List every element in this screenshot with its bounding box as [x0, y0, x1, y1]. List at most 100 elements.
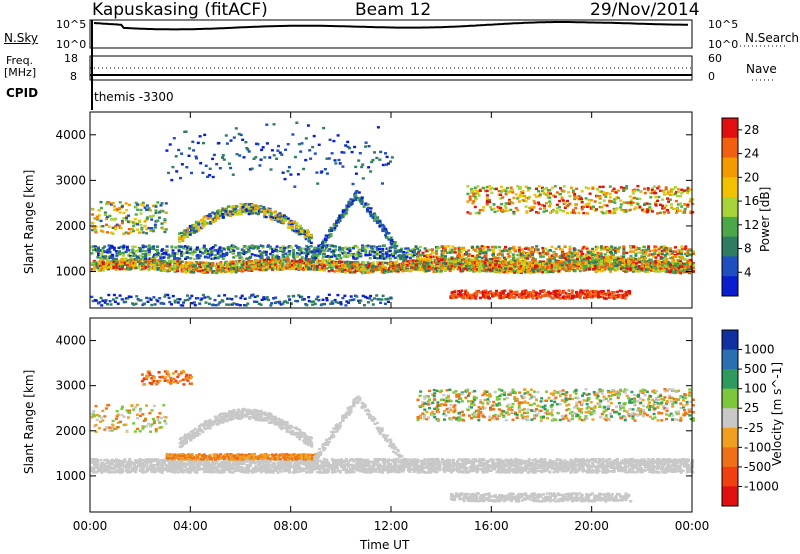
- power-cell-late-band: [425, 267, 429, 270]
- power-cell-early: [151, 214, 155, 217]
- power-cell-upper-band: [364, 245, 368, 249]
- power-cell-late-band: [458, 259, 461, 262]
- power-cell-near-band: [274, 258, 278, 262]
- power-cell-near-band: [93, 261, 97, 264]
- power-cell-late-band: [596, 264, 600, 267]
- power-cell-near-band: [262, 258, 266, 262]
- power-cell-upper-band: [332, 245, 336, 248]
- power-cell-upper-band: [122, 245, 126, 249]
- power-cell-upper-band: [176, 257, 180, 260]
- power-cell-near-band: [135, 266, 138, 269]
- power-cell-late-band: [474, 269, 478, 273]
- power-cell-near-band: [147, 263, 151, 266]
- power-cell-late-band: [434, 255, 438, 258]
- power-cell-late-band: [552, 262, 556, 266]
- power-cell-near-band: [622, 263, 626, 267]
- power-cell-upper-band: [284, 246, 288, 250]
- power-cell-upper-band: [141, 244, 145, 247]
- power-cell-near-band: [387, 269, 391, 272]
- power-cell-near-band: [449, 267, 453, 270]
- power-cell-near-band: [266, 267, 270, 271]
- power-cell-upper-band: [371, 250, 375, 253]
- power-cell-late-band: [476, 268, 479, 271]
- power-cell-late-band: [541, 250, 545, 254]
- power-cell-upper-band: [292, 253, 296, 256]
- power-cell-early: [125, 215, 129, 218]
- power-cell-near-band: [362, 269, 366, 272]
- power-heatmap: [90, 121, 695, 307]
- power-cell-late-band: [477, 268, 481, 271]
- power-cell-arc: [227, 205, 231, 208]
- power-cell-near-band: [570, 263, 574, 267]
- power-cell-early: [141, 204, 145, 207]
- power-cell-late-band: [535, 248, 539, 251]
- power-cell-arc: [217, 209, 221, 212]
- power-cell-upper-band: [366, 244, 370, 247]
- power-cell-arc: [307, 236, 311, 239]
- power-cell-near-band: [346, 269, 350, 273]
- power-cell-late-band: [564, 269, 568, 273]
- power-cell-late-band: [437, 270, 441, 273]
- power-cell-early: [134, 213, 138, 216]
- power-cell-late-band: [541, 249, 545, 252]
- power-cell-inverted-v: [364, 202, 368, 205]
- power-cell-near-band: [370, 267, 374, 270]
- power-cell-upper-band: [247, 250, 251, 253]
- power-cell-inverted-v: [349, 198, 353, 201]
- power-cell-early: [136, 208, 140, 211]
- power-cell-upper-band: [147, 251, 151, 254]
- power-cell-late-band: [593, 262, 597, 265]
- power-cell-near-band: [249, 262, 253, 265]
- power-cell-upper-band: [97, 252, 100, 255]
- power-cell-late-band: [517, 261, 521, 265]
- station-title: Kapuskasing (fitACF): [92, 0, 268, 20]
- power-cell-upper-band: [274, 248, 278, 251]
- power-cell-late-band: [448, 257, 452, 260]
- power-cell-arc: [213, 219, 217, 222]
- power-cell-upper-band: [180, 250, 184, 254]
- power-cell-late-band: [480, 260, 484, 263]
- power-cell-arc: [239, 206, 243, 209]
- power-cell-late-band: [558, 247, 562, 251]
- power-cell-late-band: [476, 264, 479, 267]
- power-cell-upper-band: [339, 250, 343, 253]
- power-cell-upper-band: [282, 255, 286, 258]
- power-cell-upper-band: [94, 248, 98, 251]
- power-cell-near-band: [123, 263, 127, 266]
- power-cell-late-band: [459, 263, 463, 266]
- power-cell-near-band: [274, 266, 278, 269]
- power-cell-near-band: [343, 266, 347, 269]
- power-cell-near-band: [351, 263, 355, 266]
- power-cell-late-band: [591, 265, 595, 268]
- power-cell-early: [139, 223, 143, 227]
- power-cell-upper-band: [119, 252, 123, 255]
- power-cell-upper-band: [198, 250, 202, 254]
- power-cell-late-band: [555, 263, 559, 267]
- power-cell-early: [150, 215, 154, 218]
- power-cell-late-band: [504, 263, 507, 267]
- power-cell-inverted-v: [387, 238, 391, 241]
- power-cell-upper-band: [218, 248, 222, 251]
- power-cell-early: [125, 219, 129, 222]
- power-cell-arc: [234, 206, 238, 210]
- power-cell-late-band: [476, 245, 479, 248]
- power-cell-near-band: [496, 264, 500, 267]
- power-cell-upper-band: [111, 245, 115, 249]
- power-cell-near-band: [178, 260, 182, 263]
- power-cell-late-band: [471, 245, 475, 249]
- power-cell-near-band: [109, 263, 113, 267]
- power-cell-upper-band: [414, 252, 418, 256]
- power-cell-upper-band: [210, 253, 214, 256]
- power-cell-late-band: [440, 256, 444, 259]
- power-cell-inverted-v: [402, 254, 406, 257]
- power-cell-early: [127, 214, 131, 217]
- power-cell-late-band: [471, 254, 475, 258]
- power-cell-near-band: [366, 267, 370, 271]
- power-cell-arc: [194, 223, 198, 227]
- power-cell-inverted-v: [349, 203, 353, 207]
- power-cell-upper-band: [352, 255, 355, 258]
- power-cell-late-band: [579, 254, 583, 257]
- power-cell-arc: [309, 241, 313, 245]
- power-cell-near-band: [192, 263, 196, 266]
- power-cell-inverted-v: [402, 259, 406, 262]
